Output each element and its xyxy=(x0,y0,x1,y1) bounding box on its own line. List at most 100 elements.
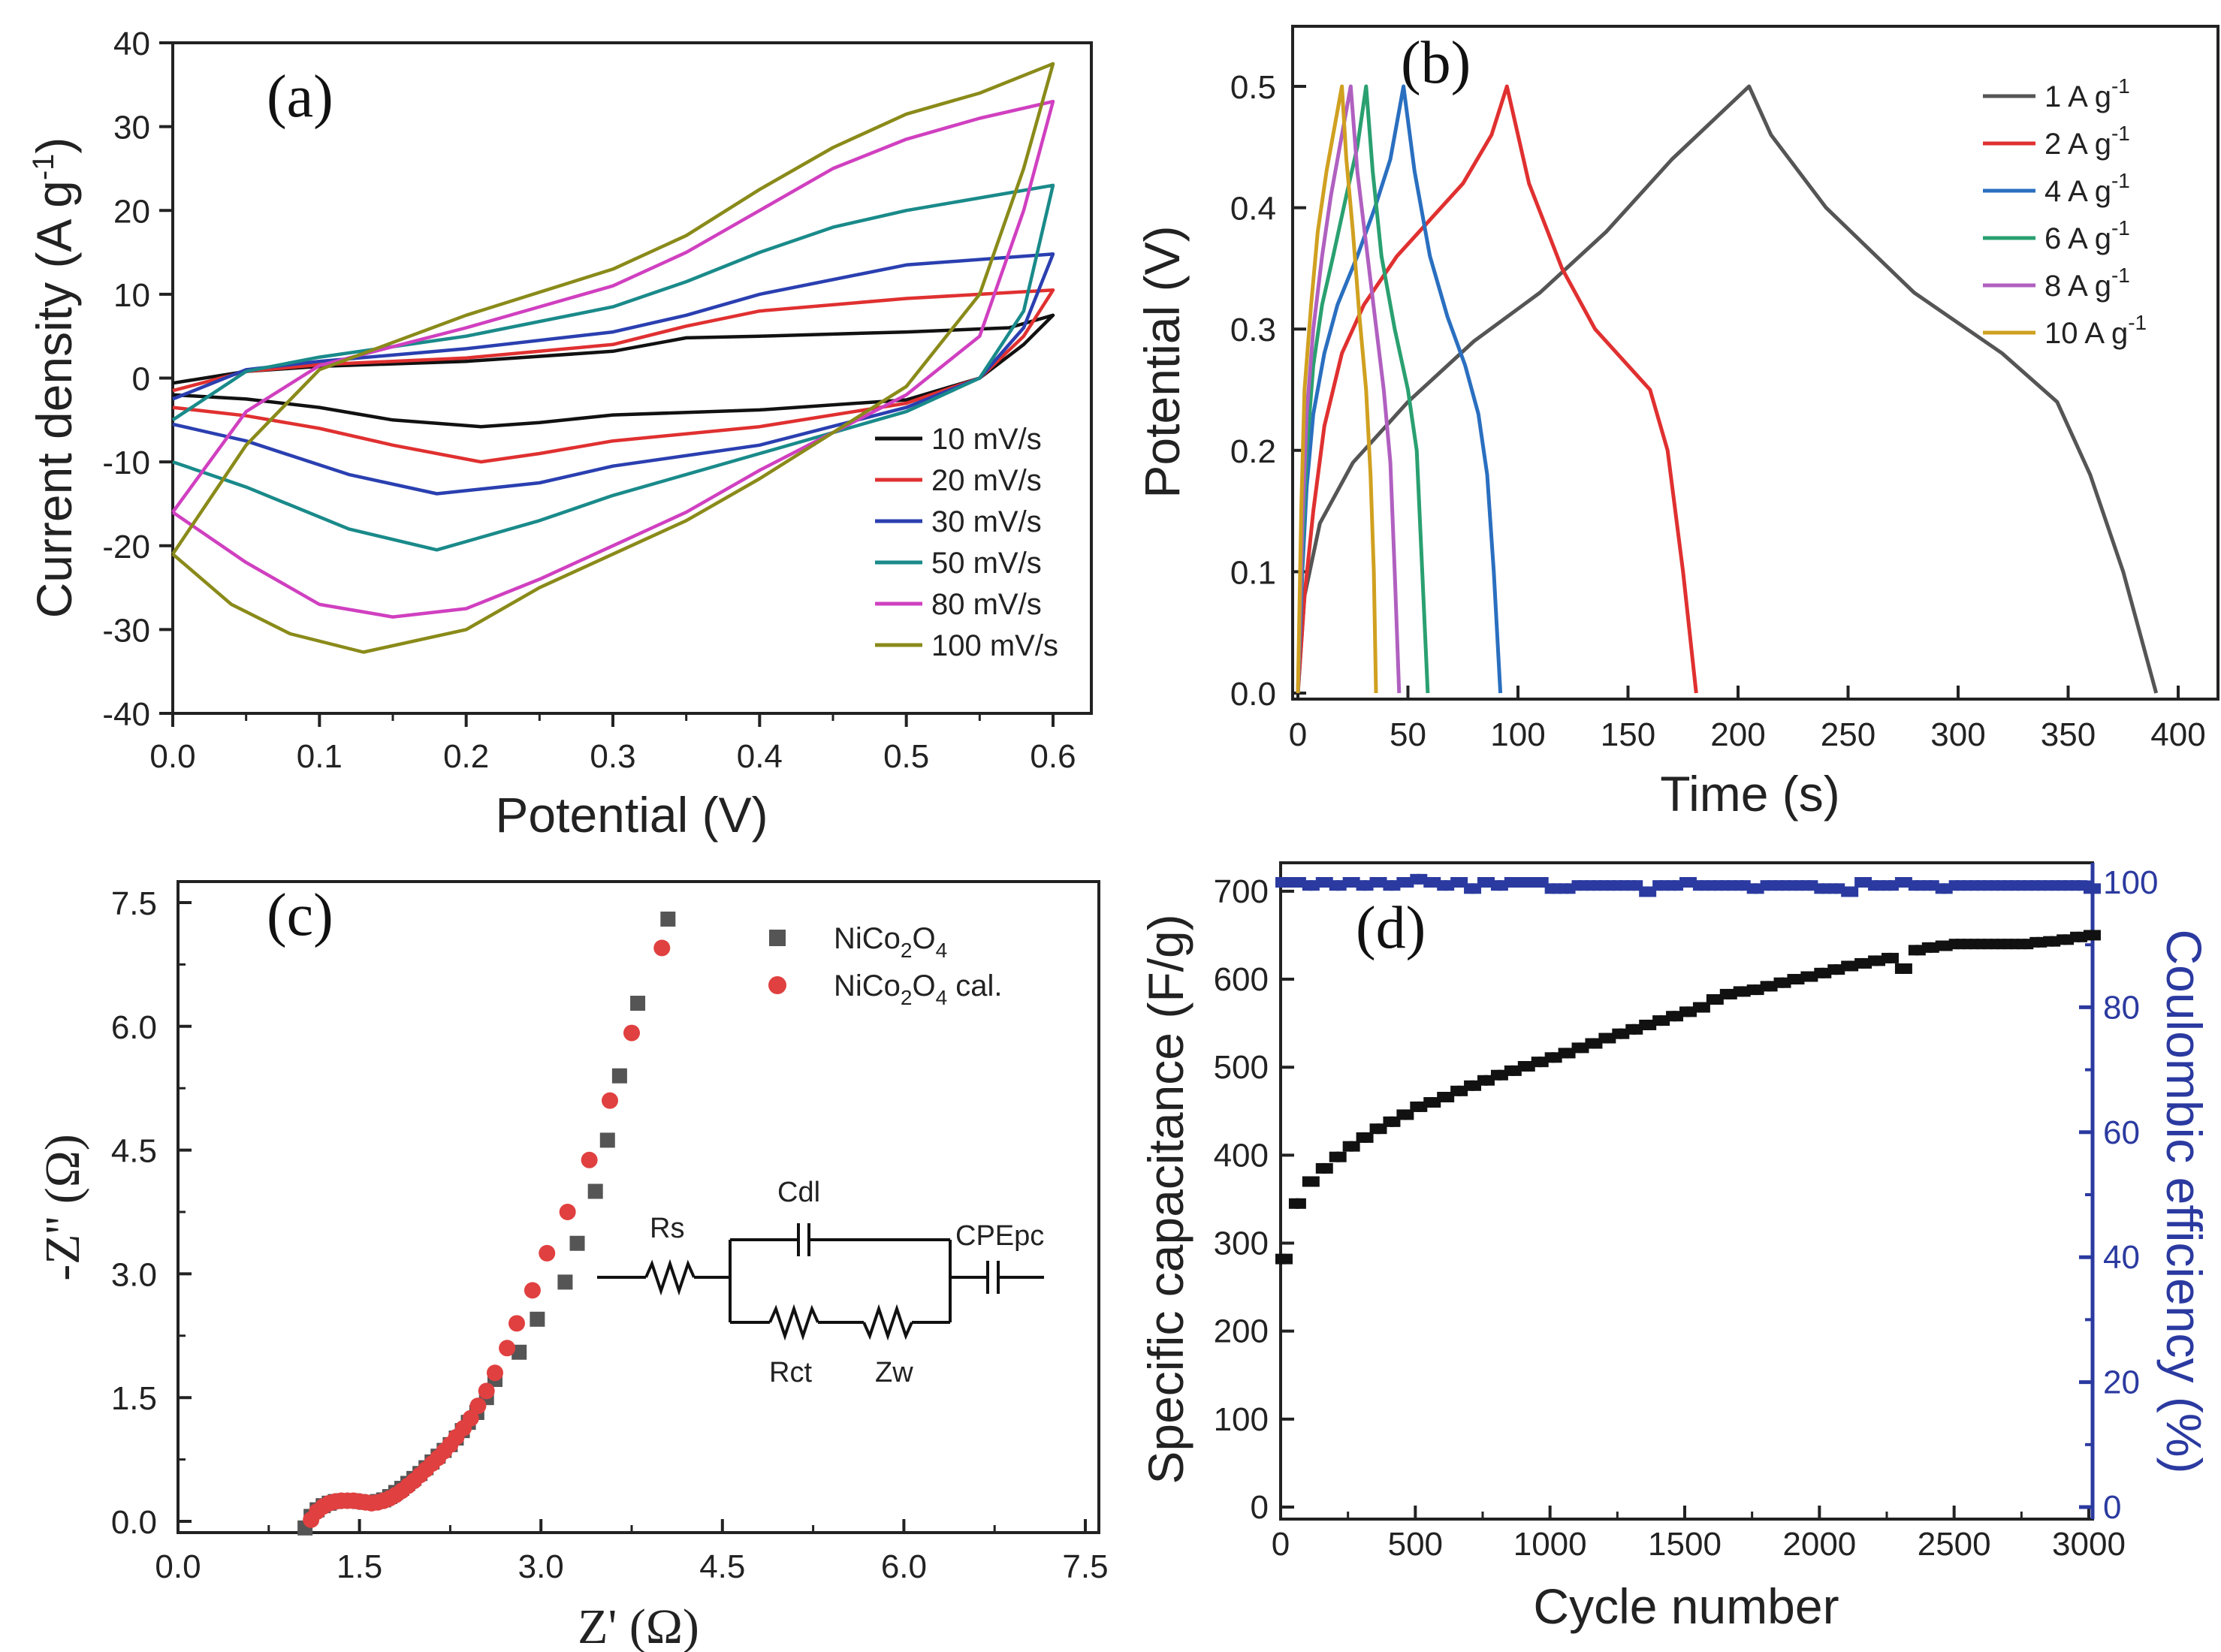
data-point-calculated xyxy=(486,1364,503,1382)
legend-label: 30 mV/s xyxy=(931,505,1042,538)
legend-marker xyxy=(769,930,786,946)
x-tick-label: 3000 xyxy=(2052,1526,2126,1563)
y-tick-label: 40 xyxy=(113,26,150,62)
cv-curve-80-mV-s xyxy=(171,99,1055,619)
data-point-measured xyxy=(557,1274,573,1290)
gcd-curve-2-A-g xyxy=(1296,84,1698,694)
x-tick-label: 0.6 xyxy=(1030,738,1076,775)
y-tick-label: -20 xyxy=(102,529,150,565)
circuit-label-cpe: CPEpc xyxy=(955,1220,1044,1252)
x-tick-label: 400 xyxy=(2150,716,2205,753)
capacitance-point xyxy=(1362,1132,1374,1143)
x-tick-label: 2500 xyxy=(1918,1526,1991,1563)
x-tick-label: 0 xyxy=(1289,716,1307,753)
capacitance-point xyxy=(1322,1162,1333,1174)
data-point-calculated xyxy=(653,939,671,957)
y-tick-label: 0.4 xyxy=(1230,191,1276,228)
data-point-calculated xyxy=(462,1409,479,1427)
cv-curve-30-mV-s xyxy=(172,252,1055,496)
capacitance-point xyxy=(1901,963,1912,974)
legend-label: 20 mV/s xyxy=(931,464,1042,497)
y-tick-label: 0.5 xyxy=(1230,69,1276,106)
legend-label-sub: 2 xyxy=(901,939,913,962)
y-tick-label: 100 xyxy=(1214,1401,1269,1438)
legend-label: 2 A g-1 xyxy=(2044,122,2130,161)
x-tick-label: 250 xyxy=(1821,716,1875,753)
legend-label-part: O xyxy=(912,969,935,1002)
y-tick-label: 0 xyxy=(1251,1489,1269,1526)
capacitance-point xyxy=(1281,1253,1293,1265)
y-tick-label: 7.5 xyxy=(111,885,157,922)
y2-tick-label: 60 xyxy=(2103,1114,2140,1151)
y-tick-label: 0.2 xyxy=(1230,433,1276,470)
y-tick-label: 3.0 xyxy=(111,1256,157,1293)
panel-c-legend: NiCo2O4 NiCo2O4 cal. xyxy=(768,922,1003,1009)
x-tick-label: 0.4 xyxy=(737,738,783,775)
panel-a-cv-plot: (a) 0.0 0.1 0.2 0.3 0.4 0.5 0.6 -40 -30 -20 -10 0 10… xyxy=(26,26,1093,843)
panel-d-x-axis-title: Cycle number xyxy=(1533,1578,1839,1634)
legend-label-part: O xyxy=(912,922,935,955)
efficiency-point xyxy=(1848,886,1859,897)
panel-d-cycling-plot: (d) 0 500 1000 1500 2000 2500 3000010020030040… xyxy=(1138,861,2212,1634)
panel-d-y-axis-title: Specific capacitance (F/g) xyxy=(1138,914,1193,1484)
x-tick-label: 0.5 xyxy=(883,738,929,775)
legend-label: 10 mV/s xyxy=(931,423,1042,456)
data-point-calculated xyxy=(581,1151,598,1168)
y-tick-label: 300 xyxy=(1214,1225,1269,1262)
data-point-calculated xyxy=(524,1282,541,1299)
equivalent-circuit-inset xyxy=(597,1223,1044,1341)
capacitance-point xyxy=(1699,1002,1710,1013)
panel-c-label: (c) xyxy=(267,882,333,948)
gcd-curve-1-A-g xyxy=(1296,84,2159,694)
panel-a-label: (a) xyxy=(267,64,333,130)
data-point-measured xyxy=(569,1235,585,1251)
circuit-label-zw: Zw xyxy=(875,1357,913,1388)
y-tick-label: 400 xyxy=(1214,1137,1269,1174)
y2-tick-label: 40 xyxy=(2103,1239,2140,1276)
legend-label-part: NiCo xyxy=(834,922,901,955)
panel-a-x-axis-title: Potential (V) xyxy=(495,787,768,843)
capacitance-point xyxy=(1403,1109,1414,1120)
y2-tick-label: 0 xyxy=(2103,1489,2121,1526)
x-tick-label: 0.0 xyxy=(149,738,195,775)
data-point-measured xyxy=(630,996,646,1011)
legend-label: 80 mV/s xyxy=(931,588,1042,621)
x-tick-label: 350 xyxy=(2041,716,2096,753)
y-tick-label: 4.5 xyxy=(111,1133,157,1170)
y-tick-label: 0.3 xyxy=(1230,312,1276,348)
legend-label-main: 6 A g xyxy=(2044,222,2111,255)
y-tick-label: -40 xyxy=(102,696,150,733)
data-point-calculated xyxy=(469,1397,487,1415)
x-tick-label: 0.2 xyxy=(443,738,489,775)
legend-label: 8 A g-1 xyxy=(2044,264,2130,303)
y-tick-label: 0.0 xyxy=(1230,676,1276,713)
legend-label: NiCo2O4 cal. xyxy=(834,969,1003,1009)
x-tick-label: 150 xyxy=(1601,716,1655,753)
legend-label: 50 mV/s xyxy=(931,547,1042,580)
efficiency-point xyxy=(2090,883,2101,894)
panel-c-x-axis-title: Z' (Ω) xyxy=(578,1599,699,1652)
capacitance-point xyxy=(1349,1141,1360,1152)
x-tick-label: 0.1 xyxy=(297,738,343,775)
legend-label: NiCo2O4 xyxy=(834,922,947,962)
x-tick-label: 1000 xyxy=(1513,1526,1587,1563)
panel-b-y-axis-title: Potential (V) xyxy=(1134,225,1190,498)
panel-b-label: (b) xyxy=(1401,30,1471,96)
capacitance-point xyxy=(2090,930,2101,941)
panel-d-y2-axis-title: Coulombic efficiency (%) xyxy=(2156,929,2212,1473)
circuit-label-rs: Rs xyxy=(650,1213,684,1244)
legend-label-sup: -1 xyxy=(2111,264,2130,287)
legend-label-part: NiCo xyxy=(834,969,901,1002)
x-tick-label: 6.0 xyxy=(881,1548,927,1585)
panel-a-y-axis-title: Current density (A g-1) xyxy=(26,137,82,619)
x-tick-label: 4.5 xyxy=(699,1548,745,1585)
y-tick-label: 700 xyxy=(1214,873,1269,910)
legend-label-sup: -1 xyxy=(2111,74,2130,98)
circuit-label-rct: Rct xyxy=(769,1357,812,1388)
x-tick-label: 500 xyxy=(1388,1526,1443,1563)
y-tick-label: -30 xyxy=(102,612,150,649)
legend-label: 100 mV/s xyxy=(931,629,1058,662)
capacitance-point xyxy=(1888,952,1899,963)
legend-label: 10 A g-1 xyxy=(2044,311,2147,350)
y-tick-label: 10 xyxy=(113,277,150,314)
